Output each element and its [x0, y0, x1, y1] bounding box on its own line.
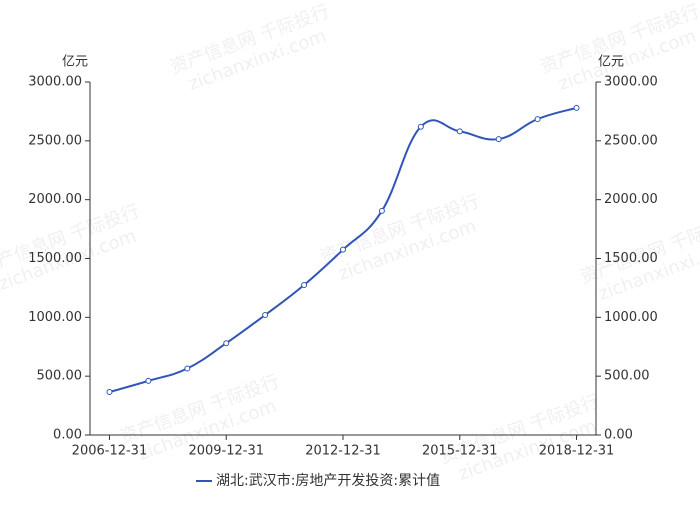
x-tick-label: 2012-12-31 — [305, 444, 381, 459]
y-tick-label: 3000.00 — [28, 75, 82, 90]
point — [223, 340, 230, 347]
legend-label: 湖北:武汉市:房地产开发投资:累计值 — [216, 472, 440, 489]
y-tick-label: 0.00 — [53, 428, 82, 443]
y2-tick-label: 0.00 — [604, 428, 633, 443]
x-tick-label: 2015-12-31 — [422, 444, 498, 459]
point — [417, 123, 424, 130]
y-tick-label: 500.00 — [37, 369, 83, 384]
y2-tick-label: 1000.00 — [604, 310, 658, 325]
y-tick-label: 2500.00 — [28, 133, 82, 148]
point — [340, 246, 346, 253]
x-tick-label: 2009-12-31 — [188, 444, 264, 459]
x-tick-label: 2006-12-31 — [72, 444, 148, 459]
y-tick-label: 1000.00 — [28, 310, 82, 325]
point — [106, 389, 113, 396]
y-tick-label: 2000.00 — [28, 192, 82, 207]
x-tick-label: 2018-12-31 — [539, 444, 615, 459]
point — [262, 311, 269, 318]
point — [456, 128, 463, 135]
y-unit: 亿元 — [62, 55, 88, 70]
y2-tick-label: 3000.00 — [604, 75, 658, 90]
point — [573, 104, 580, 111]
y2-unit: 亿元 — [598, 55, 624, 70]
y2-tick-label: 2000.00 — [604, 192, 658, 207]
y2-tick-label: 1500.00 — [604, 251, 658, 266]
y2-tick-label: 500.00 — [604, 369, 650, 384]
y2-tick-label: 2500.00 — [604, 133, 658, 148]
point — [184, 365, 191, 372]
point — [145, 377, 152, 384]
point — [534, 116, 541, 123]
point — [301, 281, 308, 288]
y-tick-label: 1500.00 — [28, 251, 82, 266]
point — [495, 136, 502, 143]
point — [378, 207, 385, 214]
